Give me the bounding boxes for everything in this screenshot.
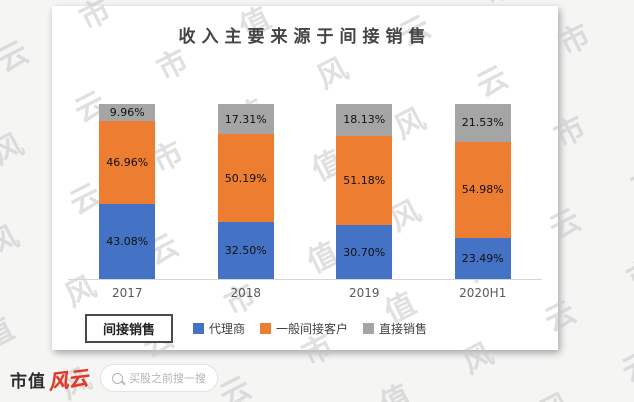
bar-segment: 30.70% [336, 225, 393, 279]
bar-column: 43.08% 46.96% 9.96% [68, 104, 187, 279]
brand-logo: 市值 风云 [10, 364, 90, 394]
brand-text-red: 风云 [46, 365, 90, 394]
bar-segment: 50.19% [217, 134, 274, 223]
search-input[interactable]: 买股之前搜一搜 [100, 364, 218, 392]
bar-segment: 9.96% [99, 104, 156, 122]
x-axis-labels: 2017 2018 2019 2020H1 [68, 280, 542, 300]
x-axis-label: 2018 [230, 286, 262, 300]
search-icon [112, 372, 123, 384]
footer-bar: 市值 风云 买股之前搜一搜 [0, 354, 634, 402]
bar-segment: 18.13% [336, 104, 393, 136]
legend-swatch [260, 323, 272, 334]
legend-items: 代理商 一般间接客户 直接销售 [193, 320, 427, 337]
legend-label: 一般间接客户 [276, 322, 349, 336]
chart: 收入主要来源于间接销售 43.08% 46.96% 9.96% 32.50% 50.19… [52, 6, 558, 343]
legend-label: 直接销售 [379, 322, 428, 336]
bar-segment: 32.50% [217, 222, 274, 279]
bar-column: 30.70% 51.18% 18.13% [305, 104, 424, 279]
chart-title: 收入主要来源于间接销售 [178, 27, 432, 47]
bar-column: 32.50% 50.19% 17.31% [187, 104, 306, 279]
x-axis-label: 2020H1 [459, 286, 507, 300]
bar-stack: 23.49% 54.98% 21.53% [454, 104, 511, 279]
bar-segment: 43.08% [99, 203, 156, 279]
bar-segment: 21.53% [454, 104, 511, 142]
legend-swatch [193, 323, 205, 334]
legend-item: 一般间接客户 [260, 320, 348, 337]
legend-item: 直接销售 [363, 320, 427, 337]
bar-segment: 51.18% [336, 135, 393, 226]
bar-segment: 54.98% [454, 141, 511, 238]
bar-stack: 32.50% 50.19% 17.31% [217, 104, 274, 279]
x-axis-label: 2017 [111, 286, 143, 300]
plot-area: 43.08% 46.96% 9.96% 32.50% 50.19% 17.31% 30.70… [68, 51, 542, 280]
bar-column: 23.49% 54.98% 21.53% [424, 104, 543, 279]
x-axis-label: 2019 [348, 286, 380, 300]
bar-segment: 46.96% [99, 121, 156, 204]
legend-swatch [363, 323, 375, 334]
legend-item: 代理商 [193, 320, 245, 337]
bar-segment: 23.49% [454, 237, 511, 279]
legend-row: 间接销售 代理商 一般间接客户 直接销售 [85, 314, 558, 343]
legend-title-box: 间接销售 [85, 314, 174, 343]
bar-segment: 17.31% [217, 104, 274, 135]
bar-stack: 43.08% 46.96% 9.96% [99, 104, 156, 279]
search-placeholder: 买股之前搜一搜 [129, 372, 206, 385]
bar-stack: 30.70% 51.18% 18.13% [336, 104, 393, 279]
legend-label: 代理商 [209, 322, 246, 336]
brand-text-black: 市值 [10, 371, 46, 392]
